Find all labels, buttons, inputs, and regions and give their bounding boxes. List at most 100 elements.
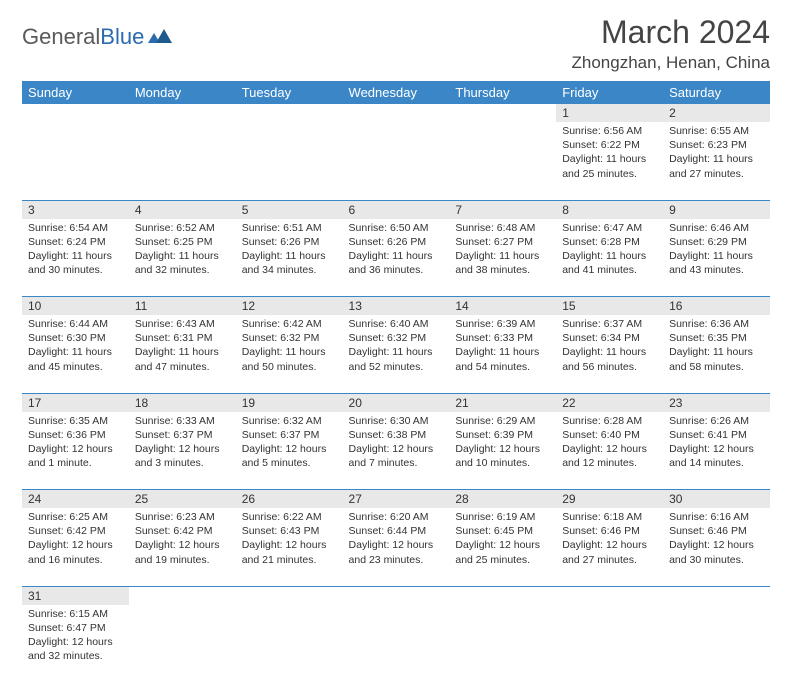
- sunrise: Sunrise: 6:37 AM: [562, 317, 657, 331]
- daylight: Daylight: 11 hours and 43 minutes.: [669, 249, 764, 277]
- sunset: Sunset: 6:26 PM: [242, 235, 337, 249]
- day-cell: [449, 605, 556, 683]
- calendar-body: 12Sunrise: 6:56 AMSunset: 6:22 PMDayligh…: [22, 104, 770, 683]
- day-body: Sunrise: 6:26 AMSunset: 6:41 PMDaylight:…: [663, 412, 770, 475]
- daynum-cell: 13: [343, 297, 450, 316]
- sunset: Sunset: 6:29 PM: [669, 235, 764, 249]
- sunrise: Sunrise: 6:25 AM: [28, 510, 123, 524]
- sunrise: Sunrise: 6:33 AM: [135, 414, 230, 428]
- day-cell: Sunrise: 6:36 AMSunset: 6:35 PMDaylight:…: [663, 315, 770, 393]
- day-number: 3: [22, 201, 129, 219]
- daylight: Daylight: 11 hours and 27 minutes.: [669, 152, 764, 180]
- daylight: Daylight: 11 hours and 58 minutes.: [669, 345, 764, 373]
- daynum-cell: 11: [129, 297, 236, 316]
- logo-text: GeneralBlue: [22, 24, 144, 50]
- day-body: Sunrise: 6:48 AMSunset: 6:27 PMDaylight:…: [449, 219, 556, 282]
- day-number: 6: [343, 201, 450, 219]
- day-body: Sunrise: 6:56 AMSunset: 6:22 PMDaylight:…: [556, 122, 663, 185]
- sunrise: Sunrise: 6:55 AM: [669, 124, 764, 138]
- day-number: 24: [22, 490, 129, 508]
- daynum-cell: [129, 104, 236, 122]
- day-header: Tuesday: [236, 81, 343, 104]
- sunrise: Sunrise: 6:29 AM: [455, 414, 550, 428]
- flag-icon: [148, 27, 172, 47]
- sunrise: Sunrise: 6:26 AM: [669, 414, 764, 428]
- daynum-cell: 5: [236, 200, 343, 219]
- content-row: Sunrise: 6:25 AMSunset: 6:42 PMDaylight:…: [22, 508, 770, 586]
- daynum-cell: 9: [663, 200, 770, 219]
- sunset: Sunset: 6:47 PM: [28, 621, 123, 635]
- daylight: Daylight: 12 hours and 7 minutes.: [349, 442, 444, 470]
- day-number: 17: [22, 394, 129, 412]
- day-number: 1: [556, 104, 663, 122]
- daynum-cell: [449, 104, 556, 122]
- sunset: Sunset: 6:42 PM: [28, 524, 123, 538]
- daylight: Daylight: 11 hours and 45 minutes.: [28, 345, 123, 373]
- day-number: 31: [22, 587, 129, 605]
- sunset: Sunset: 6:42 PM: [135, 524, 230, 538]
- daynum-cell: [22, 104, 129, 122]
- content-row: Sunrise: 6:15 AMSunset: 6:47 PMDaylight:…: [22, 605, 770, 683]
- daynum-cell: 14: [449, 297, 556, 316]
- day-number: 11: [129, 297, 236, 315]
- day-cell: Sunrise: 6:37 AMSunset: 6:34 PMDaylight:…: [556, 315, 663, 393]
- day-cell: Sunrise: 6:25 AMSunset: 6:42 PMDaylight:…: [22, 508, 129, 586]
- sunrise: Sunrise: 6:43 AM: [135, 317, 230, 331]
- daylight: Daylight: 11 hours and 36 minutes.: [349, 249, 444, 277]
- day-cell: Sunrise: 6:52 AMSunset: 6:25 PMDaylight:…: [129, 219, 236, 297]
- daynum-cell: 15: [556, 297, 663, 316]
- daynum-cell: [343, 586, 450, 605]
- day-number: 4: [129, 201, 236, 219]
- month-title: March 2024: [572, 14, 770, 51]
- daynum-row: 31: [22, 586, 770, 605]
- day-cell: Sunrise: 6:33 AMSunset: 6:37 PMDaylight:…: [129, 412, 236, 490]
- day-number: 27: [343, 490, 450, 508]
- sunrise: Sunrise: 6:15 AM: [28, 607, 123, 621]
- sunset: Sunset: 6:22 PM: [562, 138, 657, 152]
- day-cell: [129, 605, 236, 683]
- day-body: Sunrise: 6:47 AMSunset: 6:28 PMDaylight:…: [556, 219, 663, 282]
- daynum-row: 10111213141516: [22, 297, 770, 316]
- sunset: Sunset: 6:28 PM: [562, 235, 657, 249]
- daylight: Daylight: 11 hours and 47 minutes.: [135, 345, 230, 373]
- day-body: Sunrise: 6:19 AMSunset: 6:45 PMDaylight:…: [449, 508, 556, 571]
- day-cell: Sunrise: 6:28 AMSunset: 6:40 PMDaylight:…: [556, 412, 663, 490]
- daynum-cell: 24: [22, 490, 129, 509]
- day-cell: Sunrise: 6:43 AMSunset: 6:31 PMDaylight:…: [129, 315, 236, 393]
- daynum-cell: 26: [236, 490, 343, 509]
- day-body: Sunrise: 6:40 AMSunset: 6:32 PMDaylight:…: [343, 315, 450, 378]
- sunset: Sunset: 6:44 PM: [349, 524, 444, 538]
- sunrise: Sunrise: 6:50 AM: [349, 221, 444, 235]
- day-header: Thursday: [449, 81, 556, 104]
- sunset: Sunset: 6:40 PM: [562, 428, 657, 442]
- day-number: 21: [449, 394, 556, 412]
- day-body: Sunrise: 6:39 AMSunset: 6:33 PMDaylight:…: [449, 315, 556, 378]
- day-number: 15: [556, 297, 663, 315]
- daylight: Daylight: 11 hours and 52 minutes.: [349, 345, 444, 373]
- sunset: Sunset: 6:46 PM: [562, 524, 657, 538]
- sunset: Sunset: 6:23 PM: [669, 138, 764, 152]
- daylight: Daylight: 12 hours and 27 minutes.: [562, 538, 657, 566]
- daynum-row: 12: [22, 104, 770, 122]
- content-row: Sunrise: 6:35 AMSunset: 6:36 PMDaylight:…: [22, 412, 770, 490]
- day-cell: [22, 122, 129, 200]
- sunset: Sunset: 6:37 PM: [135, 428, 230, 442]
- day-header: Wednesday: [343, 81, 450, 104]
- day-cell: Sunrise: 6:18 AMSunset: 6:46 PMDaylight:…: [556, 508, 663, 586]
- day-cell: Sunrise: 6:35 AMSunset: 6:36 PMDaylight:…: [22, 412, 129, 490]
- sunrise: Sunrise: 6:46 AM: [669, 221, 764, 235]
- daynum-cell: 20: [343, 393, 450, 412]
- daylight: Daylight: 11 hours and 56 minutes.: [562, 345, 657, 373]
- daynum-row: 24252627282930: [22, 490, 770, 509]
- daynum-cell: 18: [129, 393, 236, 412]
- day-cell: Sunrise: 6:23 AMSunset: 6:42 PMDaylight:…: [129, 508, 236, 586]
- daynum-cell: 28: [449, 490, 556, 509]
- day-number: 18: [129, 394, 236, 412]
- sunrise: Sunrise: 6:20 AM: [349, 510, 444, 524]
- day-cell: [129, 122, 236, 200]
- day-cell: Sunrise: 6:42 AMSunset: 6:32 PMDaylight:…: [236, 315, 343, 393]
- sunrise: Sunrise: 6:36 AM: [669, 317, 764, 331]
- content-row: Sunrise: 6:56 AMSunset: 6:22 PMDaylight:…: [22, 122, 770, 200]
- day-number: 25: [129, 490, 236, 508]
- day-cell: Sunrise: 6:47 AMSunset: 6:28 PMDaylight:…: [556, 219, 663, 297]
